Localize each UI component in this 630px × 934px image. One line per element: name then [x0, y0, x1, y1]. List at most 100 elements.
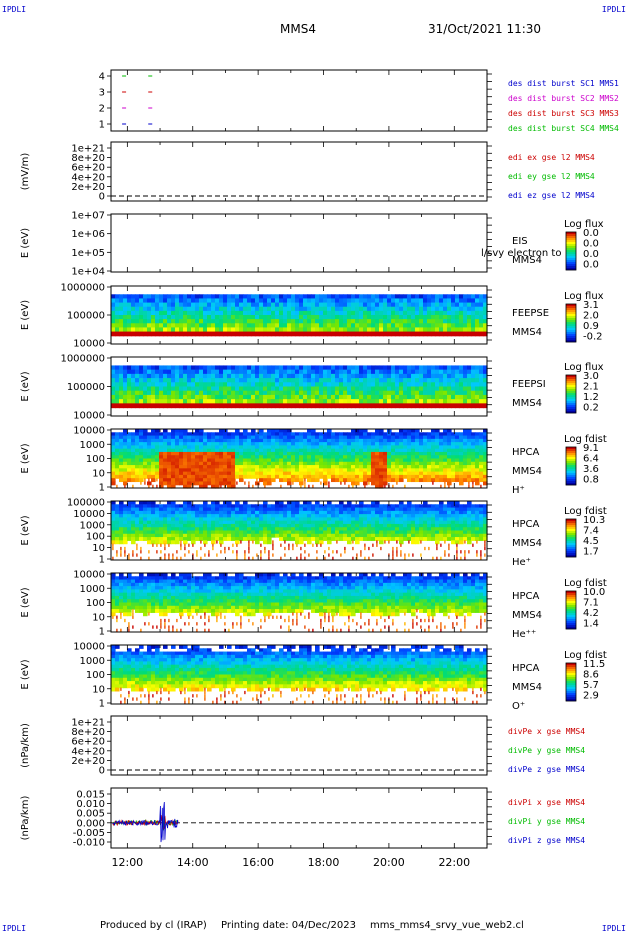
spectro-cell-feepse: [115, 327, 120, 333]
spectro-speck-hpca_he: [336, 550, 338, 554]
spectro-cell-hpca_h: [307, 458, 312, 463]
spectro-cell-hpca_h: [227, 442, 232, 446]
spectro-cell-hpca_h: [219, 435, 224, 440]
spectro-cell-feepse: [159, 315, 164, 320]
spectro-cell-hpca_h: [151, 445, 156, 450]
spectro-cell-hpca_h: [267, 438, 272, 443]
spectro-cell-feepsi: [339, 365, 344, 371]
spectro-cell-feepsi: [183, 403, 188, 409]
spectro-cell-hpca_h: [307, 445, 312, 450]
spectro-cell-hpca_h: [199, 465, 204, 469]
spectro-cell-hpca_he: [135, 507, 140, 512]
spectro-cell-hpca_h: [375, 474, 380, 479]
spectro-cell-feepse: [455, 298, 460, 304]
spectro-cell-hpca_h: [335, 432, 340, 437]
colorbar-cell-feepse: [566, 320, 576, 323]
spectro-cell-hpca_he: [411, 523, 416, 528]
spectro-cell-feepse: [207, 310, 212, 316]
spectro-cell-feepse: [215, 294, 220, 300]
spectro-cell-hpca_h: [231, 448, 236, 453]
spectro-cell-feepsi: [327, 386, 332, 392]
legend-entry-edi: edi ex gse l2 MMS4: [508, 153, 595, 162]
spectro-cell-feepse: [183, 298, 188, 304]
spectro-cell-feepse: [327, 310, 332, 316]
spectro-cell-hpca_h: [135, 465, 140, 469]
spectro-cell-hpca_he: [175, 507, 180, 512]
spectro-cell-feepse: [243, 319, 248, 324]
spectro-cell-hpca_he: [447, 520, 452, 525]
spectro-cell-hpca_he: [291, 533, 296, 538]
spectro-cell-feepsi: [403, 403, 408, 409]
spectro-cell-hpca_h: [307, 432, 312, 437]
spectro-cell-hpca_he: [175, 527, 180, 532]
spectro-cell-feepsi: [291, 382, 296, 388]
spectro-cell-hpca_he: [147, 501, 152, 505]
spectro-cell-hpca_he: [387, 533, 392, 538]
spectro-cell-hpca_h: [287, 465, 292, 469]
spectro-cell-hpca_h: [459, 458, 464, 463]
spectro-cell-feepsi: [427, 394, 432, 400]
spectro-cell-feepse: [351, 302, 356, 308]
spectro-cell-feepsi: [351, 394, 356, 400]
spectro-cell-hpca_he: [219, 533, 224, 538]
spectro-cell-feepse: [239, 323, 244, 329]
spectro-cell-hpca_h: [379, 442, 384, 446]
spectro-cell-feepsi: [355, 403, 360, 409]
spectro-cell-feepse: [367, 319, 372, 324]
spectro-cell-feepse: [367, 294, 372, 300]
spectro-cell-feepse: [343, 294, 348, 300]
spectro-cell-feepse: [179, 310, 184, 316]
spectro-cell-feepse: [139, 302, 144, 308]
spectro-cell-hpca_h: [439, 474, 444, 479]
spectro-cell-hpca_h: [439, 468, 444, 473]
spectro-cell-hpca_h: [359, 471, 364, 476]
spectro-cell-hpca_h: [431, 438, 436, 443]
spectro-cell-hpca_h: [211, 465, 216, 469]
spectro-cell-feepse: [211, 298, 216, 304]
spectro-cell-hpca_h: [147, 468, 152, 473]
spectro-cell-feepse: [407, 310, 412, 316]
spectro-cell-hpca_h: [111, 432, 116, 437]
spectro-cell-feepsi: [323, 365, 328, 371]
spectro-cell-feepsi: [195, 399, 200, 404]
spectro-cell-hpca_h: [475, 435, 480, 440]
spectro-cell-feepsi: [131, 378, 136, 383]
spectro-cell-hpca_h: [147, 435, 152, 440]
colorbar-tick-feepsi: 2.1: [583, 382, 599, 393]
spectro-cell-feepse: [203, 315, 208, 320]
spectro-cell-feepsi: [403, 399, 408, 404]
spectro-cell-feepsi: [415, 378, 420, 383]
spectro-cell-hpca_he: [411, 530, 416, 535]
spectro-cell-hpca_he: [407, 527, 412, 532]
spectro-cell-hpca_h: [455, 465, 460, 469]
spectro-cell-hpca_h: [271, 461, 276, 466]
spectro-cell-feepse: [315, 331, 320, 337]
spectro-cell-feepsi: [451, 382, 456, 388]
spectro-cell-hpca_h: [379, 465, 384, 469]
spectro-cell-hpca_he: [403, 530, 408, 535]
spectro-cell-feepsi: [171, 382, 176, 388]
spectro-cell-hpca_he: [187, 514, 192, 518]
spectrogram-hpca_he: [111, 501, 488, 560]
spectro-cell-feepsi: [319, 365, 324, 371]
spectro-cell-hpca_h: [227, 448, 232, 453]
spectro-cell-feepse: [163, 323, 168, 329]
colorbar-cell-eis: [566, 238, 576, 241]
spectro-cell-hpca_he: [195, 533, 200, 538]
spectro-cell-hpca_h: [371, 438, 376, 443]
spectro-cell-hpca_h: [179, 438, 184, 443]
spectro-cell-hpca_h: [175, 458, 180, 463]
spectro-cell-feepse: [395, 310, 400, 316]
colorbar-cell-feepsi: [566, 411, 576, 414]
spectro-cell-feepsi: [383, 399, 388, 404]
spectro-cell-feepse: [463, 310, 468, 316]
spectro-cell-feepsi: [259, 390, 264, 396]
spectro-cell-hpca_he: [275, 510, 280, 515]
spectro-cell-hpca_he: [231, 523, 236, 528]
spectro-cell-feepse: [275, 327, 280, 333]
spectro-cell-hpca_h: [127, 461, 132, 466]
spectro-cell-feepsi: [323, 403, 328, 409]
spectro-cell-hpca_h: [275, 461, 280, 466]
spectro-cell-hpca_h: [363, 432, 368, 437]
spectro-cell-feepse: [283, 323, 288, 329]
